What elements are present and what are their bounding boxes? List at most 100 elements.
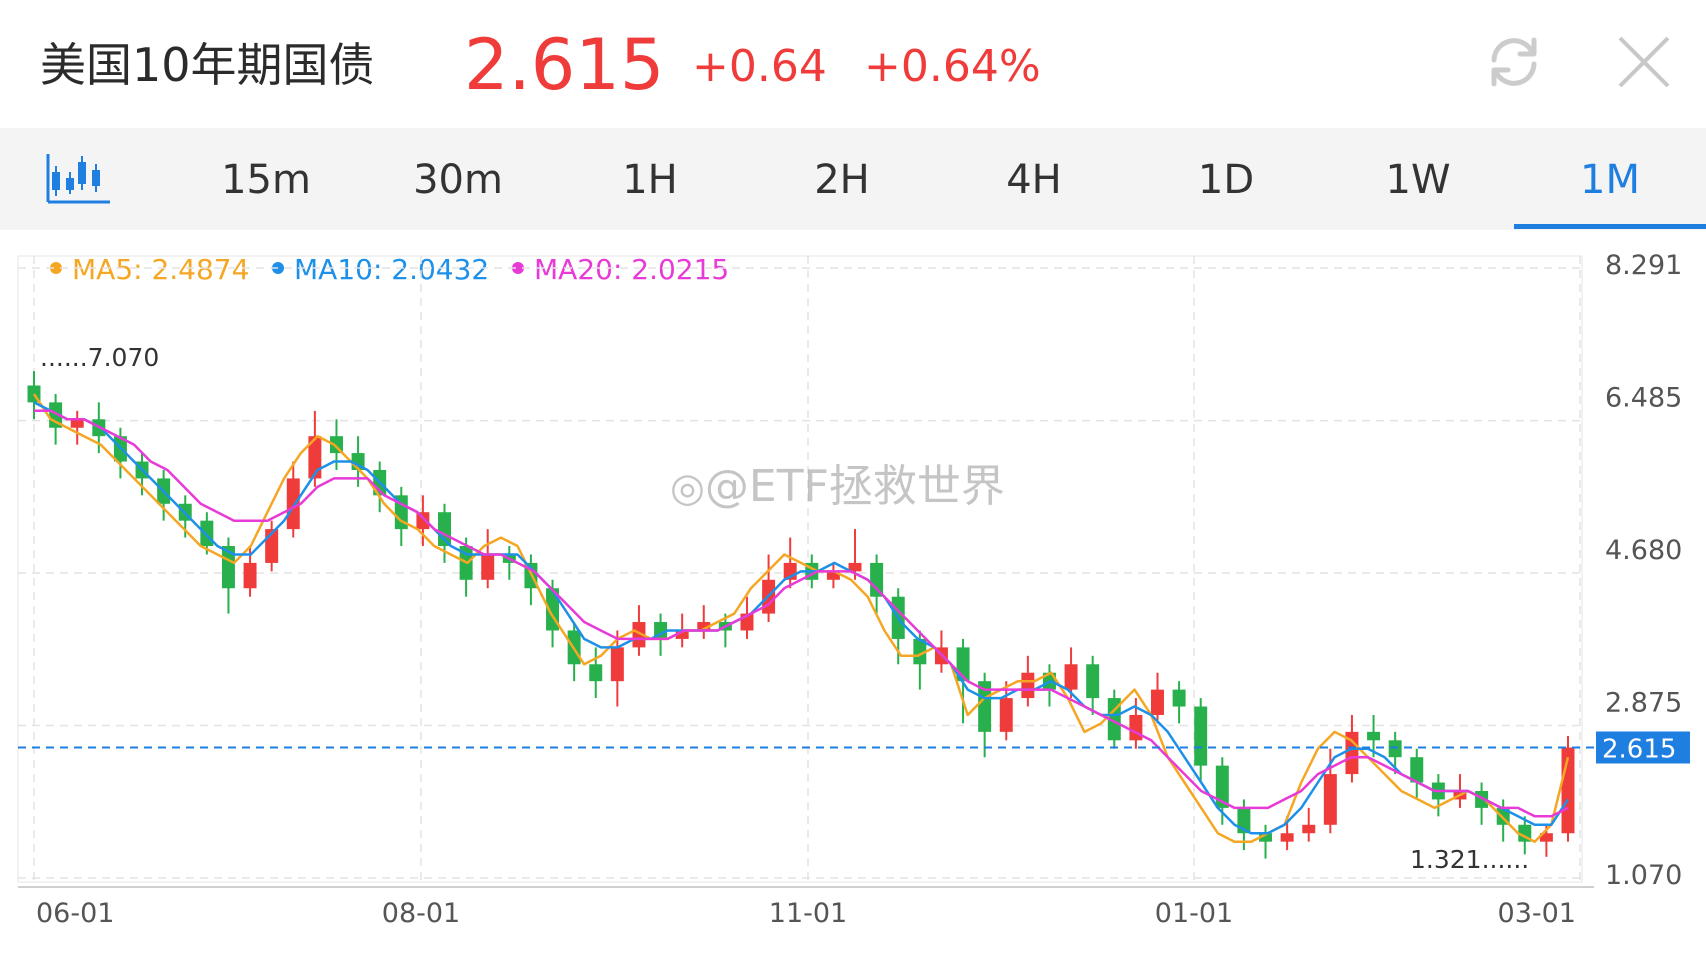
candle [1215,757,1229,825]
candle [848,529,862,580]
candle [70,410,84,445]
legend-ma5-marker [50,262,62,274]
candle-body [308,436,322,479]
chart-axes: 8.291 6.485 4.680 2.875 1.070 06-01 08-01 11-01… [18,250,1690,929]
candle-body [848,562,862,572]
candle [610,630,624,707]
candle [1064,647,1078,699]
candle [1151,672,1164,724]
ma-line-ma10 [33,401,1570,835]
candle-body [675,630,689,639]
candle [1410,748,1424,800]
tab-15m[interactable]: 15m [221,157,311,203]
candle-body [913,638,927,665]
candle-body [243,562,257,589]
candle [826,562,840,589]
price-change-percent: +0.64% [864,41,1041,92]
candle-body [221,546,235,589]
candle [1129,698,1143,749]
candle-body [870,562,884,597]
candle-body [1194,706,1208,766]
candle-body [1215,765,1229,808]
current-price-badge [1596,731,1690,764]
candles [27,371,1575,859]
candle [1086,655,1100,715]
candle [999,681,1013,741]
candle [1367,714,1381,758]
candle-body [632,622,646,648]
candle-body [1107,698,1121,741]
tab-1h[interactable]: 1H [622,157,678,203]
watermark: ◎@ETF拯救世界 [670,461,1005,512]
y-tick-label: 2.875 [1605,688,1682,719]
candle-body [1302,824,1316,834]
candle-body [589,664,603,682]
price-change: +0.64 [692,41,827,92]
legend-ma5: MA5: 2.4874 [50,250,249,290]
candle-body [1151,689,1164,715]
candle [589,647,603,699]
candle-body [1172,689,1186,707]
legend-ma20-marker [512,262,524,274]
candle-body [978,681,992,732]
refresh-icon[interactable] [1482,30,1546,94]
candle [1431,774,1445,817]
candle-body [200,520,214,547]
candle [1302,807,1316,842]
candlestick-chart[interactable]: 8.291 6.485 4.680 2.875 1.070 06-01 08-01 11-01… [0,230,1706,960]
candle-body [610,647,624,682]
candle-body [1021,672,1035,699]
candle-body [1129,714,1143,741]
candle-body [1388,740,1402,758]
ma-line-ma20 [34,409,1569,818]
close-icon[interactable] [1614,32,1674,92]
period-tab-bar: 15m 30m 1H 2H 4H 1D 1W 1M [0,128,1706,230]
candle [481,529,495,589]
candle [870,554,884,614]
moving-average-lines [32,393,1570,843]
candle-body [1259,833,1273,842]
candle-body [1539,833,1553,842]
candle [286,461,300,538]
candle [416,495,430,547]
candle-body [697,622,711,631]
candle [1194,698,1208,783]
plot-frame [17,255,1583,883]
y-tick-label: 6.485 [1605,383,1682,414]
x-tick-label: 08-01 [382,898,460,929]
x-tick-label: 06-01 [36,898,114,929]
x-tick-label: 11-01 [769,898,847,929]
tab-2h[interactable]: 2H [814,157,870,203]
candle [502,546,516,580]
tab-4h[interactable]: 4H [1006,157,1062,203]
candle-body [1323,774,1337,825]
candle [978,672,992,758]
candle-body [1086,664,1100,699]
candle [1107,689,1121,749]
current-price-label: 2.615 [1602,734,1676,764]
candle-body [999,698,1013,732]
ma-line-ma5 [32,393,1570,843]
high-annotation: ......7.070 [40,343,159,372]
tab-1m[interactable]: 1M [1580,157,1640,203]
candle [697,605,711,639]
x-tick-label: 03-01 [1498,898,1576,929]
candlestick-icon[interactable] [46,150,112,208]
legend-ma10-label: MA10: 2.0432 [294,253,490,286]
candle-body [1280,833,1294,842]
y-tick-label: 4.680 [1605,535,1682,566]
candle-body [1410,757,1424,783]
legend-ma10: MA10: 2.0432 [272,250,489,290]
tab-30m[interactable]: 30m [413,157,503,203]
legend-ma20-label: MA20: 2.0215 [534,253,730,286]
candle-body [1367,731,1381,741]
active-tab-indicator [1514,224,1706,229]
candle-body [1064,664,1078,690]
legend-ma20: MA20: 2.0215 [512,250,729,290]
candle [1172,681,1186,724]
x-tick-label: 01-01 [1155,898,1233,929]
tab-1w[interactable]: 1W [1385,157,1451,203]
candle-body [70,419,84,428]
candle [632,605,646,656]
tab-1d[interactable]: 1D [1197,157,1255,203]
